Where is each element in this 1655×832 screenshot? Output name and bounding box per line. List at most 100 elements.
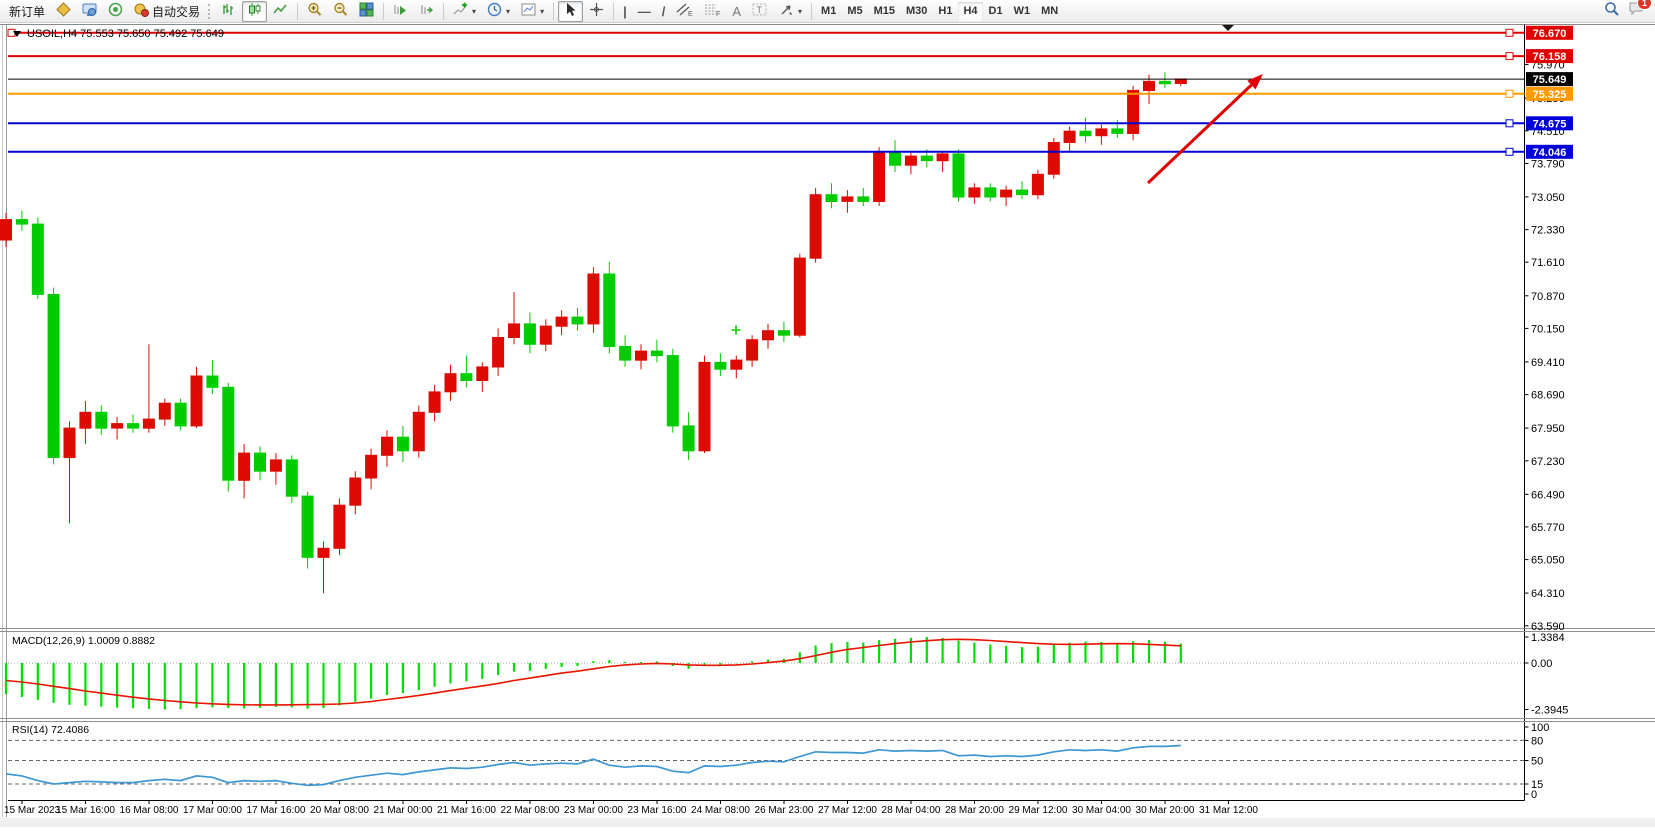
macd-signal-line <box>5 638 1181 706</box>
cursor-tool-button[interactable] <box>558 0 584 22</box>
svg-text:100: 100 <box>1531 722 1549 734</box>
line-chart-icon <box>273 2 288 20</box>
svg-text:0: 0 <box>1531 789 1537 801</box>
tab-timeframe-m1[interactable]: M1 <box>821 5 837 17</box>
indicators-button[interactable]: ▾ <box>448 1 481 22</box>
svg-text:21 Mar 00:00: 21 Mar 00:00 <box>374 805 433 816</box>
line-handle[interactable] <box>1505 119 1514 128</box>
notifications-button[interactable]: 1 <box>1628 0 1652 22</box>
svg-text:76.670: 76.670 <box>1533 28 1567 40</box>
tab-timeframe-h1[interactable]: H1 <box>938 5 953 17</box>
vertical-line-tool-button[interactable]: | <box>618 1 632 22</box>
svg-text:15 Mar 2023: 15 Mar 2023 <box>4 805 61 816</box>
svg-text:76.158: 76.158 <box>1533 51 1567 63</box>
chart-shift-marker[interactable] <box>1222 25 1234 31</box>
tile-windows-icon <box>359 2 374 20</box>
candlestick-chart-icon <box>247 2 262 20</box>
fibonacci-tool-button[interactable]: F <box>699 1 726 22</box>
price-tag: 75.325 <box>1526 86 1573 101</box>
charts-cascade-button[interactable] <box>51 1 76 22</box>
new-order-button[interactable]: 新订单 <box>4 1 50 22</box>
svg-text:74.675: 74.675 <box>1533 118 1567 130</box>
svg-text:17 Mar 16:00: 17 Mar 16:00 <box>247 805 306 816</box>
zoom-out-button[interactable] <box>328 1 353 22</box>
svg-text:F: F <box>716 11 720 17</box>
svg-text:73.050: 73.050 <box>1531 192 1565 204</box>
line-handle[interactable] <box>1505 28 1514 37</box>
svg-text:73.790: 73.790 <box>1531 158 1565 170</box>
tab-timeframe-w1[interactable]: W1 <box>1013 5 1031 17</box>
text-icon: A <box>732 3 742 19</box>
indicators-icon <box>453 2 468 20</box>
svg-text:24 Mar 08:00: 24 Mar 08:00 <box>691 805 750 816</box>
svg-text:75.649: 75.649 <box>1533 74 1567 86</box>
tab-timeframe-h4[interactable]: H4 <box>958 1 983 21</box>
tab-timeframe-d1[interactable]: D1 <box>988 5 1003 17</box>
search-icon[interactable] <box>1604 1 1620 22</box>
price-tag: 74.046 <box>1526 144 1573 159</box>
svg-text:68.690: 68.690 <box>1531 390 1565 402</box>
text-label-tool-button[interactable]: T <box>747 1 773 22</box>
chart-title-text: USOIL,H4 75.553 75.650 75.492 75.649 <box>27 28 224 40</box>
price-tag: 76.158 <box>1526 49 1573 64</box>
tab-timeframe-m15[interactable]: M15 <box>873 5 895 17</box>
templates-button[interactable]: ▾ <box>516 1 549 22</box>
arrows-tool-button[interactable]: ▾ <box>774 1 807 22</box>
symbol-marker-icon <box>13 31 21 37</box>
tab-timeframe-m30[interactable]: M30 <box>906 5 928 17</box>
signal-button[interactable] <box>103 1 128 22</box>
main-toolbar: 新订单 自动交易 ▾ ▾ <box>0 0 1655 23</box>
trendline-icon: / <box>661 3 666 19</box>
toolbar-grip <box>208 3 213 19</box>
candlestick-chart-button[interactable] <box>242 0 268 22</box>
new-order-label: 新订单 <box>9 4 46 19</box>
equidistant-channel-tool-button[interactable]: E <box>671 1 698 22</box>
cursor-icon <box>563 2 578 20</box>
templates-icon <box>521 2 536 20</box>
svg-text:67.950: 67.950 <box>1531 423 1565 435</box>
auto-trading-icon <box>134 2 150 20</box>
svg-text:80: 80 <box>1531 735 1543 747</box>
chevron-down-icon: ▾ <box>540 6 545 16</box>
chevron-down-icon: ▾ <box>472 6 477 16</box>
trendline-tool-button[interactable]: / <box>657 1 671 22</box>
zoom-in-button[interactable] <box>302 1 327 22</box>
svg-text:66.490: 66.490 <box>1531 489 1565 501</box>
toolbar-separator <box>613 2 615 20</box>
tab-timeframe-mn[interactable]: MN <box>1041 5 1059 17</box>
status-strip <box>0 818 1655 827</box>
price-tag: 76.670 <box>1526 25 1573 40</box>
signal-icon <box>108 2 123 20</box>
chevron-down-icon: ▾ <box>506 6 511 16</box>
bar-chart-button[interactable] <box>216 1 241 22</box>
svg-text:T: T <box>757 5 763 15</box>
toolbar-separator <box>553 2 555 20</box>
auto-scroll-button[interactable] <box>388 1 413 22</box>
svg-text:64.310: 64.310 <box>1531 588 1565 600</box>
line-handle[interactable] <box>1505 147 1514 156</box>
tab-timeframe-m5[interactable]: M5 <box>847 5 863 17</box>
svg-text:20 Mar 08:00: 20 Mar 08:00 <box>310 805 369 816</box>
periods-button[interactable]: ▾ <box>482 1 515 22</box>
line-chart-button[interactable] <box>268 1 293 22</box>
svg-text:70.150: 70.150 <box>1531 323 1565 335</box>
crosshair-tool-button[interactable] <box>584 1 609 22</box>
periods-icon <box>487 2 502 20</box>
candles <box>0 72 1187 594</box>
vertical-line-icon: | <box>623 3 627 19</box>
text-tool-button[interactable]: A <box>727 1 746 22</box>
line-handle[interactable] <box>1505 52 1514 61</box>
macd-axis-labels: 1.3384 0.00 -2.3945 <box>1524 632 1568 717</box>
macd-indicator-label: MACD(12,26,9) 1.0009 0.8882 <box>12 635 156 647</box>
horizontal-line-tool-button[interactable]: — <box>633 1 656 22</box>
market-watch-button[interactable] <box>77 1 102 22</box>
chart-shift-button[interactable] <box>414 1 439 22</box>
trend-arrow[interactable] <box>1146 74 1263 185</box>
horizontal-line-icon: — <box>637 3 651 19</box>
auto-trading-button[interactable]: 自动交易 <box>129 1 205 22</box>
tile-windows-button[interactable] <box>354 1 379 22</box>
line-handle[interactable] <box>1505 89 1514 98</box>
svg-text:50: 50 <box>1531 756 1543 768</box>
